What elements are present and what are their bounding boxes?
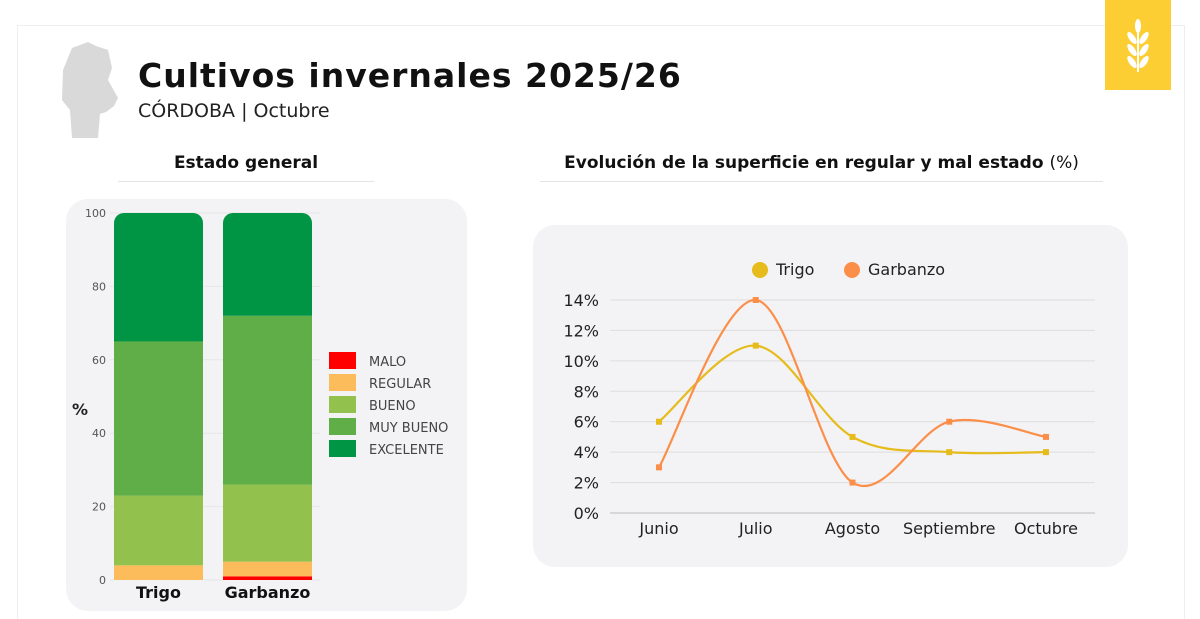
legend-swatch [329,440,356,457]
y-tick-label: 8% [574,382,599,401]
legend-swatch [329,418,356,435]
data-point [849,479,856,486]
data-point [656,464,662,471]
cordoba-map-icon [62,42,118,138]
divider [540,181,1103,182]
data-point [656,418,662,425]
data-point [1043,433,1049,440]
series-line [658,298,1047,487]
bar-segment [223,484,312,562]
page-subtitle: CÓRDOBA | Octubre [138,100,330,122]
data-point [849,433,856,440]
data-point [1043,449,1049,456]
x-tick-label: Octubre [1014,519,1078,538]
y-tick-label: 10% [563,352,599,371]
y-tick-label: 0% [574,504,599,523]
x-tick-label: Garbanzo [225,583,311,602]
legend-marker [844,262,860,278]
bar-segment [223,315,312,485]
logo-badge [1105,0,1171,90]
divider [118,181,374,182]
legend-marker [752,262,768,278]
y-tick-label: 2% [574,474,599,493]
data-point [946,449,953,456]
bar-segment [114,213,203,342]
x-tick-label: Septiembre [903,519,996,538]
bar-chart-title: Estado general [173,153,319,173]
legend-label: Garbanzo [868,260,945,279]
bar-base [113,580,204,590]
bar-stack [114,213,203,580]
x-tick-label: Julio [738,519,773,538]
y-axis-label: % [72,400,88,419]
legend-label: EXCELENTE [369,443,444,458]
bar-base [222,580,313,590]
bar-segment [223,213,312,316]
y-tick-label: 4% [574,443,599,462]
y-tick-label: 12% [563,321,599,340]
bar-stack [223,213,312,580]
y-tick-label: 60 [92,354,106,367]
frame [17,25,1185,619]
line-chart-title-text: Evolución de la superficie en regular y … [564,153,1044,173]
series-line [658,344,1047,455]
page-title: Cultivos invernales 2025/26 [138,56,682,95]
data-point [946,418,953,425]
legend-label: MALO [369,355,406,370]
legend-swatch [329,374,356,391]
data-point [752,342,759,349]
y-tick-label: 20 [92,501,106,514]
x-tick-label: Junio [638,519,678,538]
bar-segment [114,565,203,580]
x-tick-label: Agosto [825,519,880,538]
line-chart-panel [533,225,1128,567]
y-tick-label: 14% [563,291,599,310]
legend-label: MUY BUENO [369,421,448,436]
y-tick-label: 100 [85,207,106,220]
line-chart-title: Evolución de la superficie en regular y … [540,153,1103,173]
legend-label: BUENO [369,399,416,414]
legend-swatch [329,396,356,413]
y-tick-label: 0 [99,574,106,587]
legend-label: REGULAR [369,377,431,392]
y-tick-label: 80 [92,280,106,293]
bar-segment [223,576,312,580]
bar-segment [223,561,312,577]
y-tick-label: 6% [574,413,599,432]
y-tick-label: 40 [92,427,106,440]
bar-segment [114,495,203,566]
line-chart-title-unit: (%) [1049,153,1079,173]
wheat-icon [1127,19,1149,72]
legend-swatch [329,352,356,369]
data-point [752,297,759,303]
legend-label: Trigo [775,260,814,279]
x-tick-label: Trigo [136,583,181,602]
bar-segment [114,341,203,496]
